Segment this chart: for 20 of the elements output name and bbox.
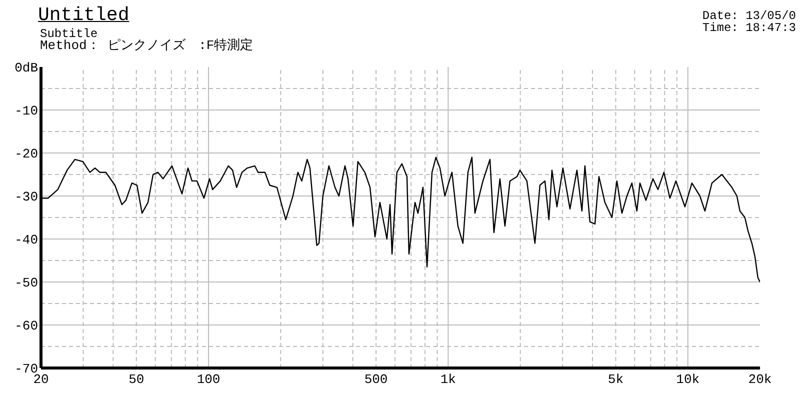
y-tick-label: -20 (14, 146, 38, 162)
y-tick-label: -40 (14, 232, 38, 248)
text: Time: 18:47:3 (702, 21, 796, 35)
x-tick-label: 1k (440, 372, 456, 388)
x-tick-label: 50 (128, 372, 144, 388)
x-tick-label: 20 (33, 372, 49, 388)
y-tick-label: -30 (14, 190, 38, 205)
y-tick-label: -50 (14, 276, 38, 291)
x-tick-label: 500 (364, 372, 388, 388)
x-tick-label: 20k (748, 372, 772, 388)
y-tick-label: -60 (14, 318, 38, 334)
text: Date: 13/05/0 (702, 9, 796, 23)
chart-subtitle: Subtitle (40, 27, 98, 41)
y-tick-label: -10 (14, 104, 38, 119)
text: Method： ピンクノイズ :F特測定 (40, 38, 254, 53)
chart-title: Untitled (38, 4, 130, 26)
x-tick-label: 100 (196, 372, 220, 388)
y-tick-label: 0dB (14, 60, 38, 76)
x-tick-label: 10k (676, 372, 700, 388)
x-tick-label: 5k (608, 372, 624, 388)
